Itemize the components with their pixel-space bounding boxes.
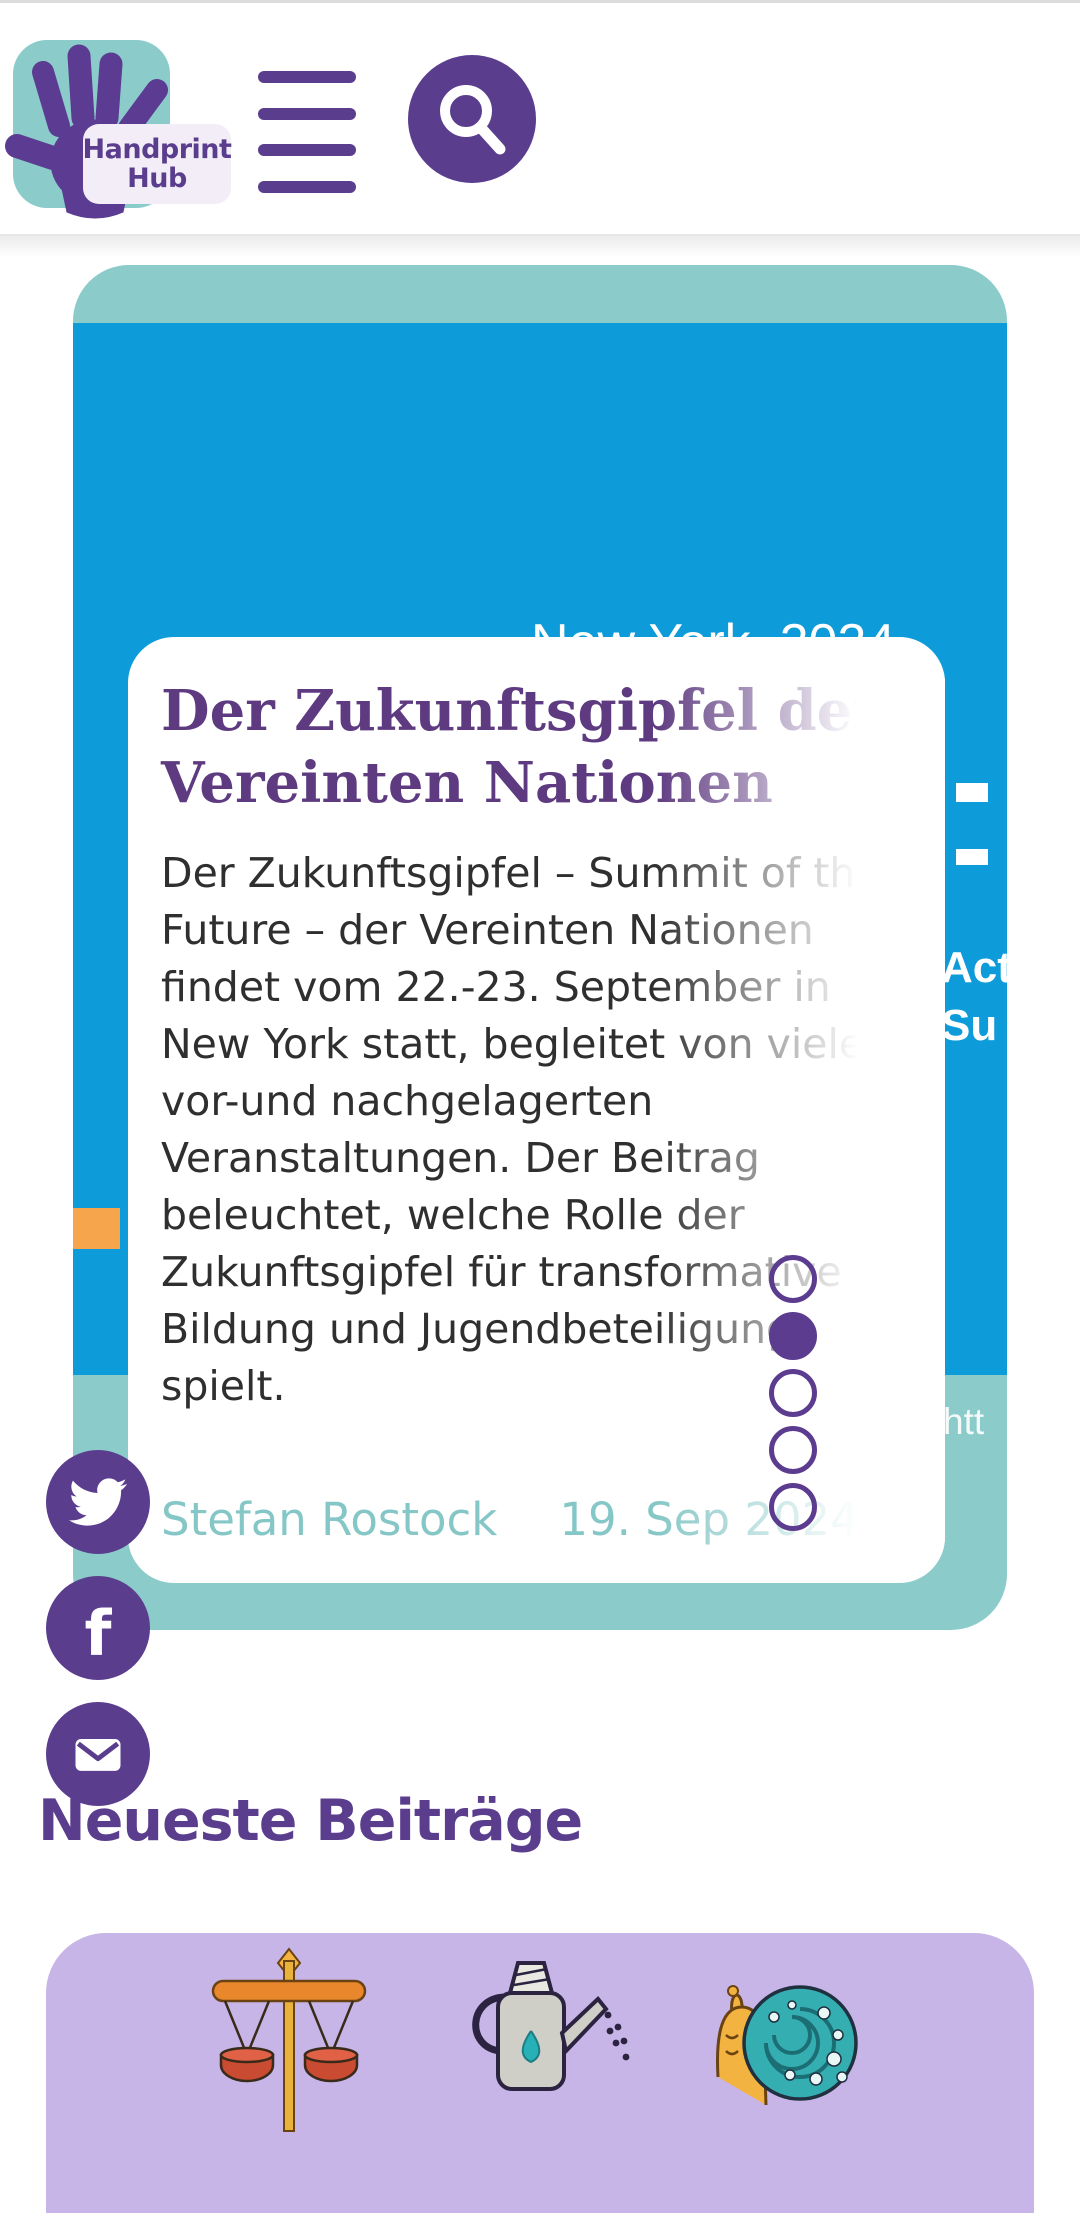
carousel-dot[interactable] bbox=[769, 1483, 817, 1531]
facebook-icon: f bbox=[84, 1596, 112, 1670]
search-icon bbox=[440, 85, 506, 155]
slide-url-fragment: htt bbox=[943, 1401, 985, 1442]
menu-button[interactable] bbox=[258, 71, 356, 193]
search-button[interactable] bbox=[408, 55, 536, 183]
header-shadow bbox=[0, 236, 1080, 258]
carousel-dots bbox=[769, 1255, 817, 1531]
carousel-dot-active[interactable] bbox=[769, 1312, 817, 1360]
hamburger-bar bbox=[258, 71, 356, 83]
email-icon bbox=[75, 1739, 121, 1771]
latest-post-card[interactable] bbox=[46, 1933, 1034, 2213]
logo-handprint-hub[interactable]: Handprint Hub bbox=[5, 36, 232, 219]
top-hairline bbox=[0, 0, 1080, 3]
article-title[interactable]: Der Zukunftsgipfel der Vereinten Natione… bbox=[161, 678, 882, 816]
slide-headline-fragment bbox=[956, 783, 988, 802]
watering-can-illustration bbox=[472, 1961, 630, 2091]
hero-slider-card: New York, 2024 Act Su htt Der Zukunftsgi… bbox=[73, 265, 1007, 1630]
twitter-icon bbox=[69, 1478, 127, 1526]
slide-orange-accent bbox=[73, 1208, 120, 1249]
article-teaser-card: Der Zukunftsgipfel der Vereinten Natione… bbox=[128, 637, 945, 1583]
slide-text-fragment: Su bbox=[941, 1001, 998, 1050]
article-author[interactable]: Stefan Rostock bbox=[161, 1493, 498, 1546]
snail-illustration bbox=[716, 1985, 858, 2106]
social-share-bar: f bbox=[46, 1450, 150, 1806]
carousel-dot[interactable] bbox=[769, 1255, 817, 1303]
carousel-dot[interactable] bbox=[769, 1369, 817, 1417]
scales-illustration bbox=[211, 1947, 367, 2132]
hamburger-bar bbox=[258, 107, 356, 120]
article-excerpt: Der Zukunftsgipfel – Summit of the Futur… bbox=[161, 849, 891, 1410]
twitter-share-button[interactable] bbox=[46, 1450, 150, 1554]
email-share-button[interactable] bbox=[46, 1702, 150, 1806]
hamburger-bar bbox=[258, 144, 356, 157]
header: Handprint Hub bbox=[0, 3, 1080, 236]
logo-wordmark: Handprint Hub bbox=[83, 124, 232, 204]
latest-posts-heading: Neueste Beiträge bbox=[38, 1788, 583, 1854]
carousel-dot[interactable] bbox=[769, 1426, 817, 1474]
facebook-share-button[interactable]: f bbox=[46, 1576, 150, 1680]
slide-text-fragment: Act bbox=[941, 943, 1007, 992]
slide-headline-fragment bbox=[956, 849, 988, 865]
hamburger-bar bbox=[258, 180, 356, 193]
